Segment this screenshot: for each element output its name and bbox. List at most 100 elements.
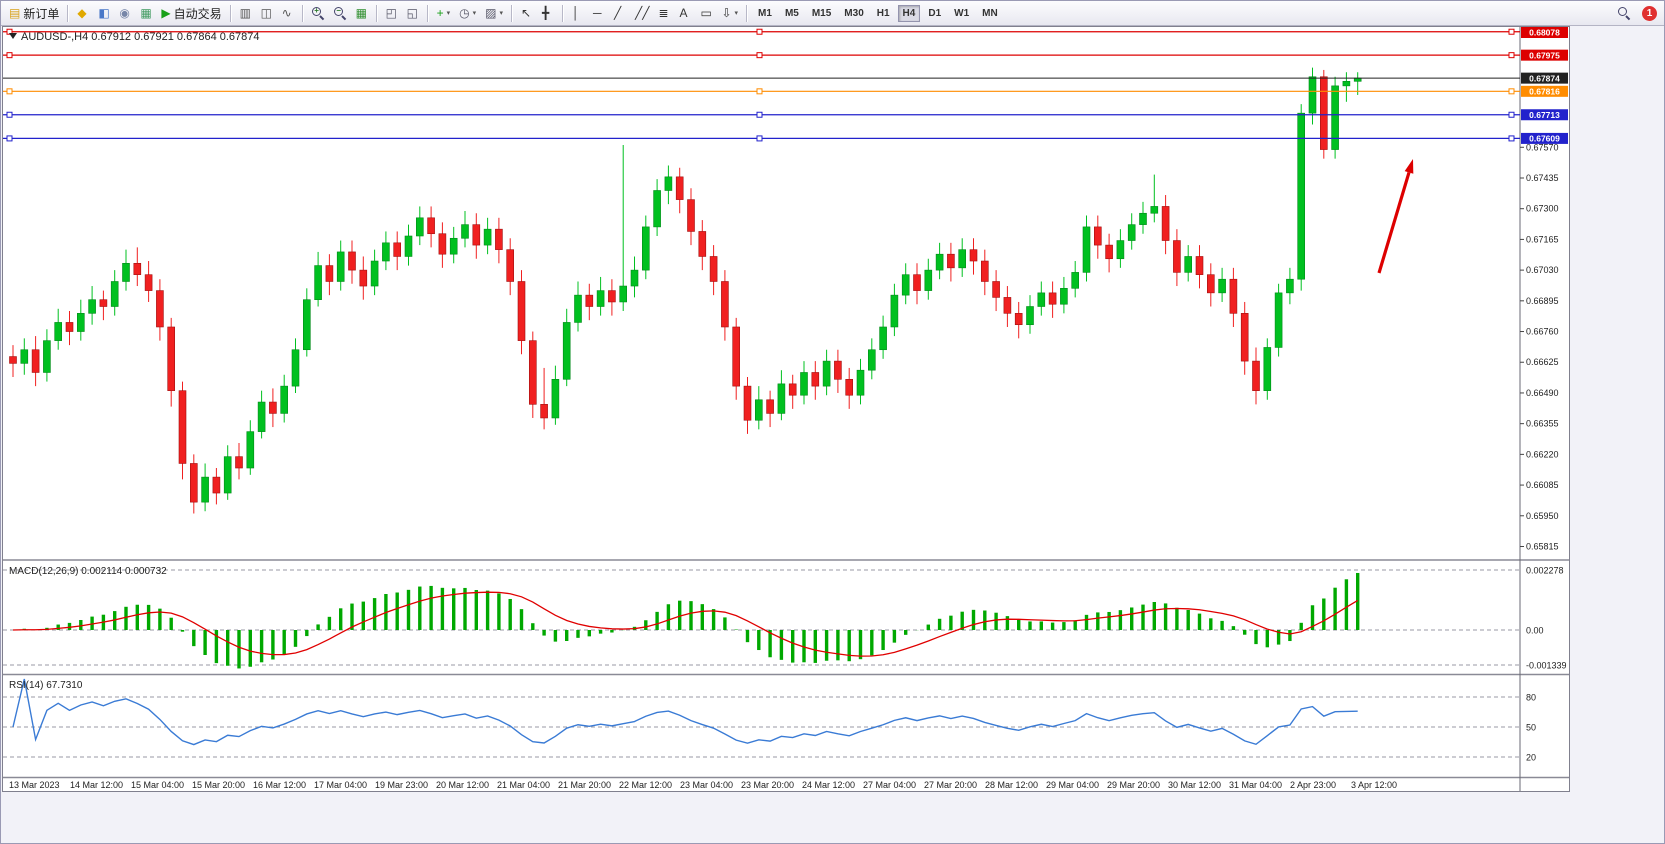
line-handle[interactable]	[1508, 52, 1515, 59]
terminal-button[interactable]: ▦	[136, 3, 156, 23]
trend-arrow-head[interactable]	[1404, 159, 1414, 174]
zoom-out-icon: −	[333, 6, 347, 20]
line-handle[interactable]	[6, 111, 13, 118]
one-click-trading-toggle[interactable]	[9, 33, 17, 39]
candle	[1161, 195, 1170, 255]
candle	[630, 256, 639, 298]
trend-arrow[interactable]	[1377, 171, 1411, 274]
candle	[1014, 301, 1023, 339]
line-handle[interactable]	[756, 52, 763, 59]
candle	[856, 358, 865, 405]
label-button[interactable]: ▭	[696, 3, 716, 23]
line-handle[interactable]	[756, 135, 763, 142]
timeframe-w1-button[interactable]: W1	[949, 5, 974, 22]
line-handle[interactable]	[6, 52, 13, 59]
channel-button[interactable]: ╱╱	[631, 3, 653, 23]
candle	[348, 240, 356, 284]
tile-windows-button[interactable]: ▦	[352, 3, 372, 23]
cursor-button[interactable]: ↖	[517, 3, 537, 23]
chart-canvas[interactable]: 0.67570 0.67435 0.67300 0.67165 0.67030 0.668…	[3, 27, 1569, 791]
text-button[interactable]: A	[675, 3, 695, 23]
candle	[619, 145, 628, 312]
candle	[246, 420, 255, 475]
trendline-button[interactable]: ╱	[610, 3, 630, 23]
candle	[1116, 229, 1125, 268]
date-axis-label: 27 Mar 20:00	[924, 780, 977, 790]
zoom-in-button[interactable]: +	[308, 3, 329, 23]
timeframe-m15-button[interactable]: M15	[807, 5, 836, 22]
timeframe-m30-button[interactable]: M30	[839, 5, 868, 22]
horizontal-line-button[interactable]: ─	[589, 3, 609, 23]
market-watch-button[interactable]: ◆	[73, 3, 93, 23]
data-window-icon: ◧	[98, 6, 110, 20]
candle	[766, 390, 774, 428]
line-chart-button[interactable]: ∿	[278, 3, 298, 23]
candle	[585, 283, 594, 321]
line-handle[interactable]	[756, 88, 763, 95]
vertical-line-icon: │	[572, 6, 580, 20]
candle	[472, 213, 481, 259]
candle	[269, 388, 277, 428]
indicator-window-up-button[interactable]: ◰	[382, 3, 402, 23]
rsi-label: RSI(14) 67.7310	[9, 680, 83, 691]
timeframe-h1-button[interactable]: H1	[872, 5, 895, 22]
bar-chart-icon: ▥	[239, 6, 251, 20]
price-level-label-text: 0.67609	[1529, 134, 1560, 144]
date-axis-label: 15 Mar 04:00	[131, 780, 184, 790]
timeframe-h4-button[interactable]: H4	[897, 4, 921, 22]
line-handle[interactable]	[756, 28, 763, 35]
candle	[1342, 72, 1351, 102]
candle	[517, 270, 526, 355]
candle	[562, 308, 571, 387]
candle	[1105, 233, 1113, 273]
line-handle[interactable]	[6, 88, 13, 95]
timeframe-mn-button[interactable]: MN	[977, 5, 1003, 22]
timeframe-d1-button[interactable]: D1	[923, 5, 946, 22]
timeframe-m5-button[interactable]: M5	[780, 5, 804, 22]
line-handle[interactable]	[1508, 28, 1515, 35]
candle	[438, 222, 447, 268]
toolbar-separator	[301, 4, 304, 22]
candle	[110, 270, 119, 316]
line-handle[interactable]	[1508, 111, 1515, 118]
toolbar-separator	[746, 4, 749, 22]
candle	[31, 336, 40, 387]
zoom-out-button[interactable]: −	[330, 3, 351, 23]
line-handle[interactable]	[6, 135, 13, 142]
auto-trading-button[interactable]: ▶ 自动交易	[157, 3, 225, 23]
line-handle[interactable]	[756, 111, 763, 118]
new-order-button[interactable]: ▤ 新订单	[5, 3, 63, 23]
rsi-axis-label: 20	[1526, 753, 1536, 763]
toolbar-separator	[67, 4, 70, 22]
candle	[1173, 229, 1181, 287]
price-level-label	[1521, 109, 1568, 121]
candle	[257, 390, 266, 439]
candle	[122, 249, 130, 291]
line-handle[interactable]	[1508, 135, 1515, 142]
candlestick-chart-button[interactable]: ◫	[257, 3, 277, 23]
data-window-button[interactable]: ◧	[94, 3, 114, 23]
bar-chart-button[interactable]: ▥	[236, 3, 256, 23]
arrow-marker-icon: ⇩	[721, 6, 732, 20]
crosshair-button[interactable]: ╋	[538, 3, 558, 23]
template-button[interactable]: ▨ ▾	[481, 3, 507, 23]
line-handle[interactable]	[1508, 88, 1515, 95]
search-button[interactable]	[1614, 3, 1635, 23]
vertical-line-button[interactable]: │	[568, 3, 588, 23]
notification-badge[interactable]: 1	[1642, 5, 1657, 21]
candle	[483, 217, 492, 255]
line-handle[interactable]	[6, 28, 13, 35]
candle	[88, 286, 96, 325]
crosshair-icon: ╋	[542, 6, 550, 20]
macd-label: MACD(12,26,9) 0.002114 0.000732	[9, 566, 167, 577]
arrows-button[interactable]: ⇩ ▾	[717, 3, 742, 23]
period-button[interactable]: ◷ ▾	[455, 3, 480, 23]
add-indicator-button[interactable]: + ▾	[433, 3, 455, 23]
macd-axis-label: 0.00	[1526, 626, 1544, 636]
timeframe-m1-button[interactable]: M1	[753, 5, 777, 22]
navigator-button[interactable]: ◉	[115, 3, 135, 23]
fibonacci-button[interactable]: ≣	[654, 3, 674, 23]
candle	[280, 374, 289, 423]
market-watch-icon: ◆	[77, 6, 87, 20]
indicator-window-down-button[interactable]: ◱	[403, 3, 423, 23]
